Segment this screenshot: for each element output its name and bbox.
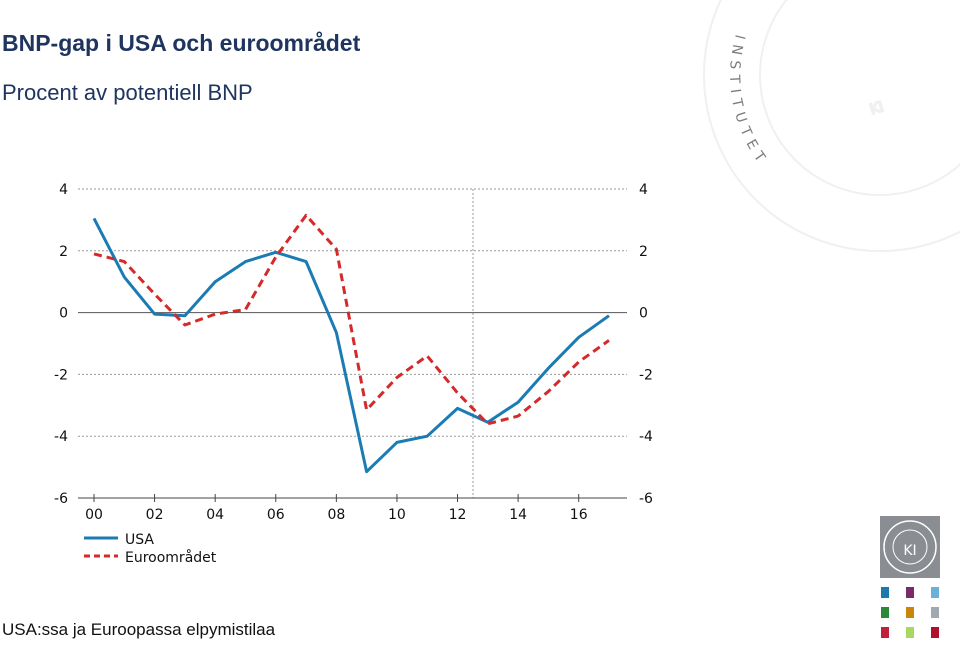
grid — [78, 188, 627, 498]
legend: USA Euroområdet — [84, 532, 217, 566]
x-tick-label: 00 — [85, 507, 103, 523]
category-icon — [906, 587, 914, 598]
category-icon — [906, 607, 914, 618]
category-icon — [881, 607, 889, 618]
x-tick-label: 16 — [570, 507, 588, 523]
x-tick-label: 04 — [206, 507, 224, 523]
category-icon — [931, 607, 939, 618]
x-tick-label: 12 — [449, 507, 467, 523]
legend-label-usa: USA — [125, 532, 154, 548]
institute-seal-watermark: INSTITUTET KI — [703, 0, 960, 252]
watermark-monogram: KI — [868, 99, 886, 118]
y-tick-label-left: 0 — [59, 306, 68, 322]
category-icon — [906, 627, 914, 638]
legend-label-euro: Euroområdet — [125, 549, 217, 566]
y-tick-label-right: -2 — [639, 367, 653, 383]
y-tick-label-left: 2 — [59, 244, 68, 260]
category-icon — [931, 627, 939, 638]
ki-logo: KI — [880, 516, 940, 578]
chart-subtitle: Procent av potentiell BNP — [2, 80, 253, 105]
axes: 4 42 20 0-2 -2-4 -4-6 -600 02 04 06 08 10 12 14 16 — [54, 182, 653, 523]
category-icon — [931, 587, 939, 598]
series-line-usa — [92, 217, 610, 474]
x-tick-label: 10 — [388, 507, 406, 523]
footer-caption: USA:ssa ja Euroopassa elpymistilaa — [2, 620, 276, 639]
y-tick-label-right: -4 — [639, 429, 653, 445]
x-tick-label: 08 — [327, 507, 345, 523]
y-tick-label-right: -6 — [639, 491, 653, 507]
y-tick-label-left: -6 — [54, 491, 68, 507]
category-icon — [881, 627, 889, 638]
watermark-text: INSTITUTET — [726, 33, 766, 170]
series-line-euroomradet — [93, 213, 610, 426]
icon-grid — [881, 587, 939, 638]
y-tick-label-left: -2 — [54, 367, 68, 383]
x-tick-label: 14 — [509, 507, 527, 523]
y-tick-label-left: 4 — [59, 182, 68, 198]
x-tick-label: 02 — [146, 507, 164, 523]
series — [92, 213, 610, 474]
y-tick-label-right: 2 — [639, 244, 648, 260]
y-tick-label-left: -4 — [54, 429, 68, 445]
category-icon — [881, 587, 889, 598]
y-tick-label-right: 0 — [639, 306, 648, 322]
y-tick-label-right: 4 — [639, 182, 648, 198]
x-tick-label: 06 — [267, 507, 285, 523]
chart-title: BNP-gap i USA och euroområdet — [2, 30, 361, 56]
ki-logo-text: KI — [903, 543, 916, 559]
svg-text:INSTITUTET: INSTITUTET — [726, 33, 772, 170]
